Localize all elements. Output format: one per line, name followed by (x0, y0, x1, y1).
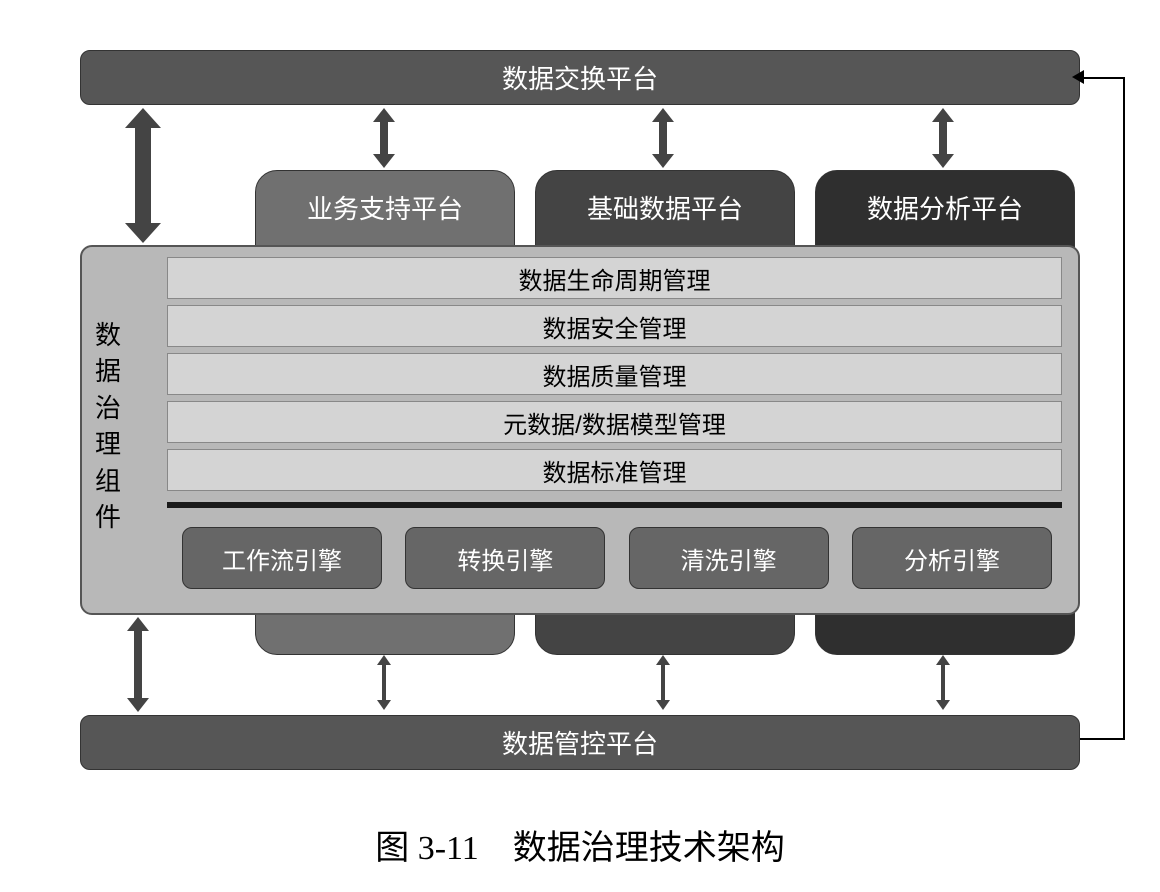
engine-transform: 转换引擎 (405, 527, 605, 589)
bottom-tab-3 (815, 610, 1075, 655)
bottom-tabs (80, 615, 1080, 655)
top-bar: 数据交换平台 (80, 50, 1080, 105)
arrow-top-1 (373, 108, 395, 168)
arrow-bottom-3 (936, 655, 950, 710)
mgmt-row-metadata: 元数据/数据模型管理 (167, 401, 1062, 443)
bottom-bar-label: 数据管控平台 (502, 724, 658, 761)
mgmt-row-quality: 数据质量管理 (167, 353, 1062, 395)
architecture-diagram: 数据交换平台 业务支持平台 基础数据平台 数据分析平台 数据治理组件 数据生命周… (80, 50, 1080, 770)
top-bar-label: 数据交换平台 (502, 59, 658, 96)
arrow-top-3 (932, 108, 954, 168)
mgmt-row-security: 数据安全管理 (167, 305, 1062, 347)
platforms-row: 业务支持平台 基础数据平台 数据分析平台 (80, 170, 1080, 245)
engines-row: 工作流引擎 转换引擎 清洗引擎 分析引擎 (182, 527, 1052, 589)
divider (167, 502, 1062, 508)
side-label: 数据治理组件 (92, 317, 124, 535)
engine-clean: 清洗引擎 (629, 527, 829, 589)
bottom-tab-1 (255, 610, 515, 655)
bottom-bar: 数据管控平台 (80, 715, 1080, 770)
management-rows: 数据生命周期管理 数据安全管理 数据质量管理 元数据/数据模型管理 数据标准管理 (167, 257, 1062, 497)
arrow-bottom-1 (377, 655, 391, 710)
arrow-top-2 (652, 108, 674, 168)
feedback-arrowhead-icon (1072, 70, 1084, 84)
platform-label: 基础数据平台 (587, 189, 743, 226)
arrow-bottom-left (127, 617, 149, 712)
engine-workflow: 工作流引擎 (182, 527, 382, 589)
arrow-bottom-2 (656, 655, 670, 710)
engine-analyze: 分析引擎 (852, 527, 1052, 589)
figure-caption: 图 3-11 数据治理技术架构 (0, 820, 1160, 869)
platform-label: 业务支持平台 (307, 189, 463, 226)
platform-label: 数据分析平台 (867, 189, 1023, 226)
mgmt-row-lifecycle: 数据生命周期管理 (167, 257, 1062, 299)
bottom-tab-2 (535, 610, 795, 655)
governance-container: 数据治理组件 数据生命周期管理 数据安全管理 数据质量管理 元数据/数据模型管理… (80, 245, 1080, 615)
mgmt-row-standard: 数据标准管理 (167, 449, 1062, 491)
feedback-line (1080, 77, 1125, 740)
